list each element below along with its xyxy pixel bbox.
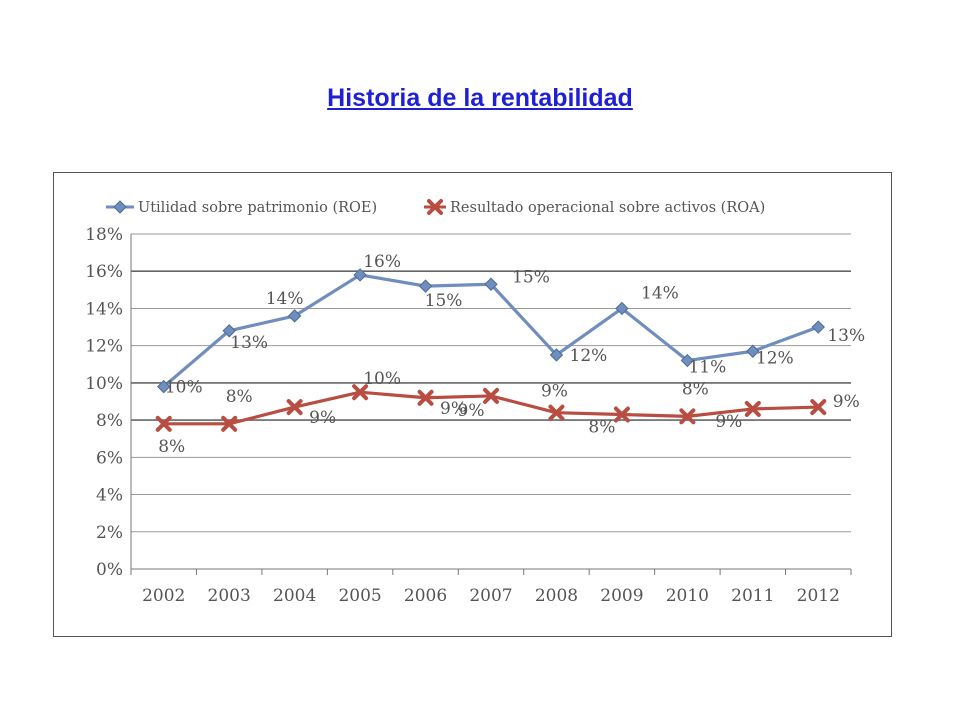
roe-data-label: 10%	[165, 378, 203, 398]
x-tick-label: 2010	[666, 586, 709, 606]
roa-data-label: 9%	[309, 408, 336, 428]
legend-label-roa: Resultado operacional sobre activos (ROA…	[450, 200, 765, 216]
x-tick-label: 2011	[731, 586, 774, 606]
roe-data-label: 13%	[230, 333, 268, 353]
roa-data-label: 8%	[226, 387, 253, 407]
y-tick-label: 0%	[96, 560, 123, 580]
roe-data-label: 16%	[363, 252, 401, 272]
line-chart: 0% 2% 4% 6% 8% 10% 12% 14% 16% 18% 2002 2003 2004 200…	[85, 199, 865, 606]
roa-data-label: 9%	[458, 401, 485, 421]
roe-point	[484, 277, 498, 291]
roa-point	[810, 399, 827, 416]
roa-point	[352, 384, 369, 401]
roe-data-label: 12%	[570, 346, 608, 366]
y-tick-label: 16%	[85, 262, 123, 282]
y-tick-label: 6%	[96, 448, 123, 468]
roa-data-label: 9%	[715, 412, 742, 432]
y-tick-label: 18%	[85, 225, 123, 245]
x-tick-label: 2009	[600, 586, 643, 606]
roe-point	[287, 309, 302, 323]
roe-point	[549, 348, 564, 362]
x-tick-label: 2002	[142, 586, 185, 606]
chart-frame: 0% 2% 4% 6% 8% 10% 12% 14% 16% 18% 2002 2003 2004 200…	[53, 172, 892, 637]
x-tick-label: 2006	[404, 586, 447, 606]
x-tick-label: 2008	[535, 586, 578, 606]
roe-point	[615, 301, 629, 316]
x-tick-label: 2007	[469, 586, 512, 606]
roa-point	[744, 400, 761, 417]
roe-data-label: 13%	[827, 326, 865, 346]
y-tick-label: 10%	[85, 374, 123, 394]
roe-data-label: 14%	[641, 283, 679, 303]
legend-label-roe: Utilidad sobre patrimonio (ROE)	[138, 200, 377, 216]
roe-point	[353, 268, 367, 282]
roe-point	[746, 344, 760, 358]
roe-point	[418, 279, 433, 293]
x-tick-label: 2003	[208, 586, 251, 606]
roa-data-label: 8%	[682, 379, 709, 399]
roa-data-label: 8%	[158, 437, 185, 457]
roa-point	[548, 404, 565, 421]
y-tick-label: 14%	[85, 299, 123, 319]
roa-point	[613, 406, 630, 423]
roa-data-label: 9%	[833, 392, 860, 412]
roa-point	[221, 415, 238, 432]
roe-data-label: 11%	[688, 358, 726, 378]
roe-data-label: 14%	[266, 289, 304, 309]
roe-point	[157, 379, 171, 394]
roe-point	[811, 320, 825, 334]
roa-data-label: 10%	[363, 369, 401, 389]
slide-title[interactable]: Historia de la rentabilidad	[327, 84, 633, 112]
roe-data-label: 15%	[512, 267, 550, 287]
roe-point	[680, 353, 695, 368]
roe-point	[222, 324, 236, 338]
roa-point	[155, 415, 172, 432]
x-tick-label: 2012	[797, 586, 840, 606]
roe-data-label: 15%	[425, 291, 463, 311]
x-tick-label: 2005	[338, 586, 381, 606]
roa-point	[679, 408, 696, 425]
roa-point	[286, 399, 303, 416]
legend-marker-roa	[427, 199, 443, 215]
x-tick-label: 2004	[273, 586, 316, 606]
y-tick-label: 2%	[96, 523, 123, 543]
roa-point	[483, 387, 499, 404]
roa-data-label: 9%	[440, 399, 467, 419]
y-tick-label: 12%	[85, 337, 123, 357]
roa-data-label: 9%	[541, 382, 568, 402]
y-tick-label: 4%	[96, 486, 123, 506]
roa-point	[417, 389, 434, 406]
y-tick-label: 8%	[96, 411, 123, 431]
roe-data-label: 12%	[756, 348, 794, 368]
legend-marker-roe	[113, 200, 127, 214]
roa-data-label: 8%	[588, 418, 615, 438]
